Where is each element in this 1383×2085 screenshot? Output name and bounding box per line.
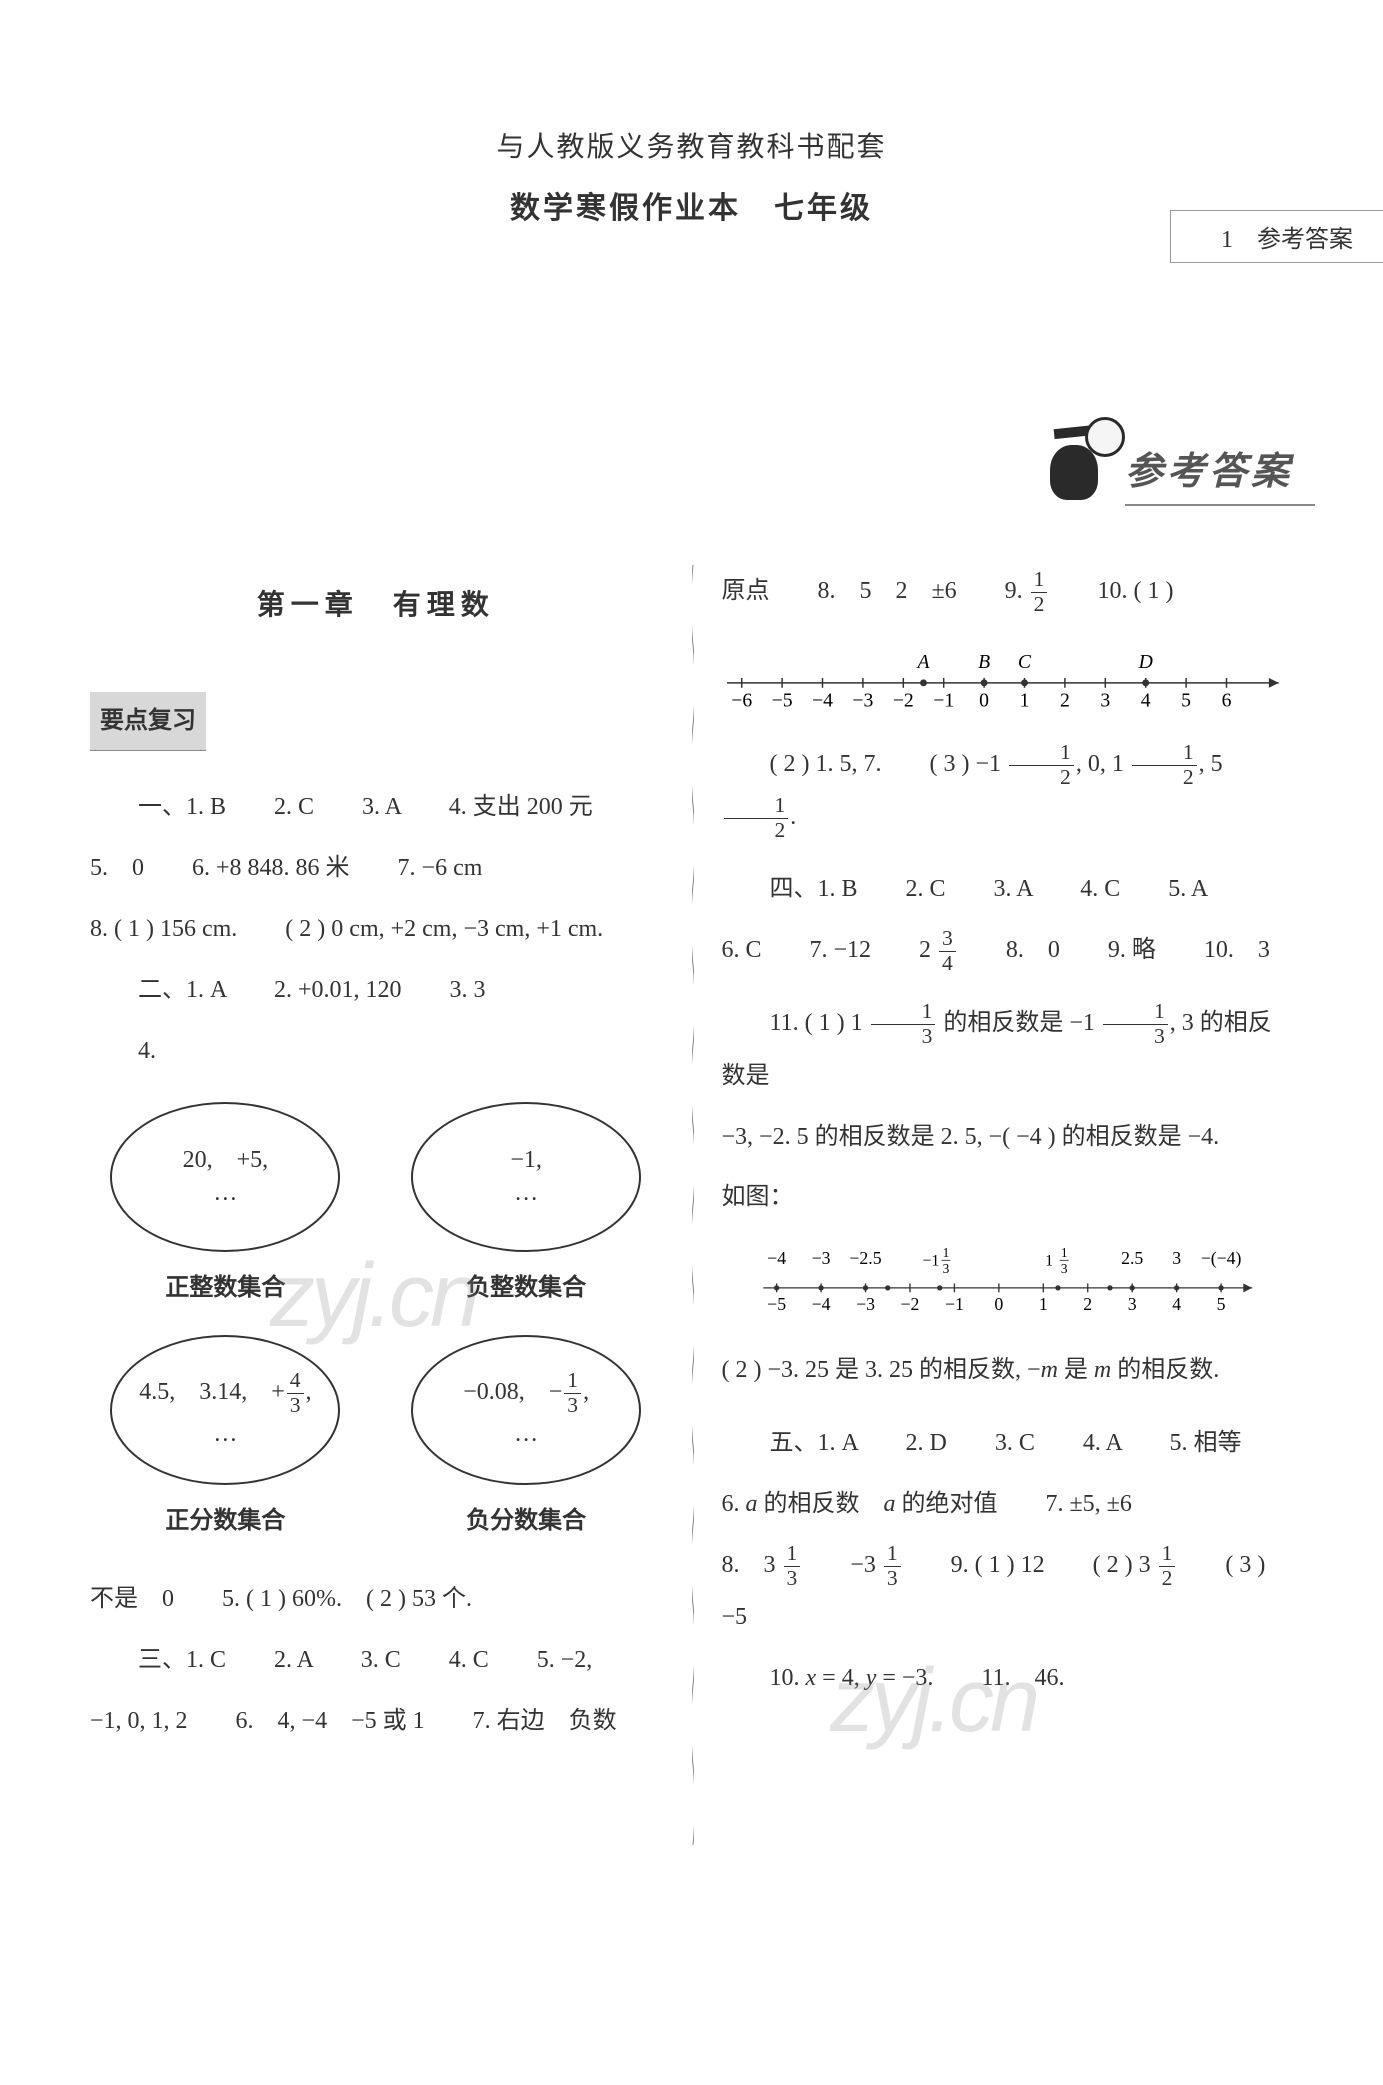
answer-row: −3, −2. 5 的相反数是 2. 5, −( −4 ) 的相反数是 −4. [722,1111,1294,1164]
answer-row: 不是 0 5. ( 1 ) 60%. ( 2 ) 53 个. [90,1573,662,1626]
svg-text:−3: −3 [852,689,873,711]
svg-text:3: 3 [1100,689,1110,711]
set-negative-frac: −0.08, −13, … 负分数集合 [391,1335,662,1548]
svg-text:−1: −1 [922,1253,939,1270]
number-line-2: −5−4−3−2−1012345 −4−3−2.52.53−(−4)−11311… [722,1239,1294,1319]
answer-row: 如图： [722,1171,1294,1224]
set-caption: 正分数集合 [90,1495,361,1548]
answer-row: 6. a 的相反数 a 的绝对值 7. ±5, ±6 [722,1478,1294,1531]
set-positive-int: 20, +5, … 正整数集合 [90,1102,361,1315]
set-negative-int: −1, … 负整数集合 [391,1102,662,1315]
main-title: 与人教版义务教育教科书配套 [0,125,1383,165]
svg-text:5: 5 [1216,1294,1225,1314]
set-ellipsis: … [213,1418,237,1452]
set-caption: 负整数集合 [391,1262,662,1315]
svg-text:3: 3 [942,1261,949,1276]
svg-text:−2.5: −2.5 [849,1248,881,1268]
svg-text:−(−4): −(−4) [1200,1248,1241,1269]
answer-row: 5. 0 6. +8 848. 86 米 7. −6 cm [90,842,662,895]
answer-row: 4. [90,1025,662,1078]
svg-text:−5: −5 [767,1294,786,1314]
answer-row: 四、1. B 2. C 3. A 4. C 5. A [722,863,1294,916]
set-content: 4.5, 3.14, +43, [139,1369,311,1418]
svg-text:−3: −3 [811,1248,830,1268]
svg-text:B: B [978,651,990,673]
svg-text:2.5: 2.5 [1121,1248,1143,1268]
answer-row: 五、1. A 2. D 3. C 4. A 5. 相等 [722,1417,1294,1470]
svg-text:A: A [915,651,930,673]
number-sets: 20, +5, … 正整数集合 −1, … 负整数集合 4.5, 3.14, +… [90,1102,662,1548]
set-content: −0.08, −13, [463,1369,589,1418]
svg-text:0: 0 [994,1294,1003,1314]
answer-row: 8. ( 1 ) 156 cm. ( 2 ) 0 cm, +2 cm, −3 c… [90,903,662,956]
svg-text:−2: −2 [900,1294,919,1314]
set-ellipsis: … [514,1418,538,1452]
answer-row: ( 2 ) 1. 5, 7. ( 3 ) −1 12, 0, 1 12, 5 1… [722,738,1294,844]
svg-text:6: 6 [1221,689,1231,711]
set-ellipsis: … [213,1177,237,1211]
svg-text:−1: −1 [944,1294,963,1314]
set-ellipsis: … [514,1177,538,1211]
svg-text:−4: −4 [812,689,833,711]
answer-label: 参考答案 [1125,440,1293,500]
svg-text:−4: −4 [811,1294,830,1314]
svg-text:4: 4 [1140,689,1150,711]
answer-row: 6. C 7. −12 2 34 8. 0 9. 略 10. 3 [722,924,1294,977]
answer-row: 11. ( 1 ) 1 13 的相反数是 −1 13, 3 的相反数是 [722,997,1294,1103]
svg-text:4: 4 [1172,1294,1181,1314]
svg-text:5: 5 [1181,689,1191,711]
svg-text:3: 3 [1172,1248,1181,1268]
number-line-1: −6 −5 −4 −3 −2 −1 0 1 2 3 4 5 6 A B C D [722,633,1294,713]
mascot-icon [1040,415,1115,500]
svg-text:C: C [1017,651,1031,673]
svg-text:2: 2 [1083,1294,1092,1314]
content-area: 第一章 有理数 要点复习 一、1. B 2. C 3. A 4. 支出 200 … [90,565,1293,1755]
svg-text:1: 1 [1060,1245,1067,1260]
svg-text:D: D [1137,651,1152,673]
answer-row: 三、1. C 2. A 3. C 4. C 5. −2, [90,1634,662,1687]
answer-row: 二、1. A 2. +0.01, 120 3. 3 [90,964,662,1017]
set-caption: 负分数集合 [391,1495,662,1548]
set-caption: 正整数集合 [90,1262,361,1315]
svg-text:−5: −5 [771,689,792,711]
svg-text:−4: −4 [767,1248,786,1268]
answer-row: 8. 3 13 −3 13 9. ( 1 ) 12 ( 2 ) 3 12 ( 3… [722,1539,1294,1645]
svg-text:1: 1 [1038,1294,1047,1314]
right-column: 原点 8. 5 2 ±6 9. 12 10. ( 1 ) −6−5−4−3−2−… [692,565,1294,1755]
svg-text:−6: −6 [731,689,752,711]
answer-row: −1, 0, 1, 2 6. 4, −4 −5 或 1 7. 右边 负数 [90,1695,662,1748]
svg-text:1: 1 [1019,689,1029,711]
section-label: 要点复习 [90,692,206,752]
svg-text:−2: −2 [892,689,913,711]
svg-text:3: 3 [1060,1261,1067,1276]
answer-banner: 参考答案 [1040,415,1293,500]
answer-row: 原点 8. 5 2 ±6 9. 12 10. ( 1 ) [722,565,1294,618]
header-tab: 1 参考答案 [1170,210,1383,263]
column-divider [692,565,694,1845]
chapter-title: 第一章 有理数 [90,575,662,637]
svg-text:0: 0 [979,689,989,711]
svg-text:2: 2 [1059,689,1069,711]
set-positive-frac: 4.5, 3.14, +43, … 正分数集合 [90,1335,361,1548]
svg-text:3: 3 [1127,1294,1136,1314]
set-content: −1, [510,1144,542,1178]
svg-text:−1: −1 [933,689,954,711]
answer-row: ( 2 ) −3. 25 是 3. 25 的相反数, −m 是 m 的相反数. [722,1344,1294,1397]
answer-row: 一、1. B 2. C 3. A 4. 支出 200 元 [90,781,662,834]
svg-text:1: 1 [1045,1253,1053,1270]
left-column: 第一章 有理数 要点复习 一、1. B 2. C 3. A 4. 支出 200 … [90,565,692,1755]
answer-row: 10. x = 4, y = −3. 11. 46. [722,1652,1294,1705]
svg-text:1: 1 [942,1245,949,1260]
set-content: 20, +5, [183,1144,269,1178]
svg-text:−3: −3 [856,1294,875,1314]
